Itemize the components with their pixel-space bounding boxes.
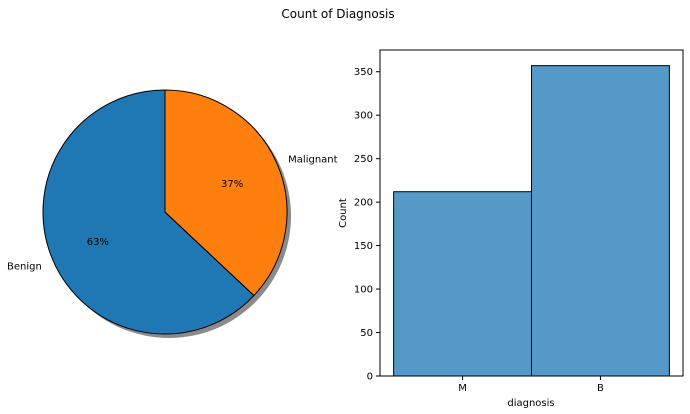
bar-B xyxy=(531,65,670,377)
pie-chart: Benign Malignant 63% 37% xyxy=(7,89,338,338)
pie-slice-benign xyxy=(42,89,255,335)
x-axis-label: diagnosis xyxy=(507,398,554,409)
figure-title: Count of Diagnosis xyxy=(281,7,394,21)
x-tick-label-B: B xyxy=(597,383,604,394)
y-tick-label-300: 300 xyxy=(354,111,373,122)
y-tick-label-50: 50 xyxy=(360,328,373,339)
y-tick-label-100: 100 xyxy=(354,285,373,296)
axes-frame xyxy=(379,49,684,377)
bar-chart: 0 50 100 150 200 250 300 350 M B diagnosis Count xyxy=(338,49,684,409)
y-tick-label-200: 200 xyxy=(354,198,373,209)
bar-M xyxy=(393,191,533,377)
pie-label-benign: Benign xyxy=(7,261,42,272)
pie-pct-benign: 63% xyxy=(87,237,109,248)
x-tick-label-M: M xyxy=(458,383,467,394)
y-tick-label-350: 350 xyxy=(354,67,373,78)
y-tick-label-150: 150 xyxy=(354,241,373,252)
y-axis-label: Count xyxy=(338,198,349,228)
pie-pct-malignant: 37% xyxy=(221,179,243,190)
pie-slice-malignant xyxy=(164,89,288,297)
y-tick-label-250: 250 xyxy=(354,154,373,165)
y-tick-label-0: 0 xyxy=(367,372,373,383)
pie-label-malignant: Malignant xyxy=(288,155,337,166)
